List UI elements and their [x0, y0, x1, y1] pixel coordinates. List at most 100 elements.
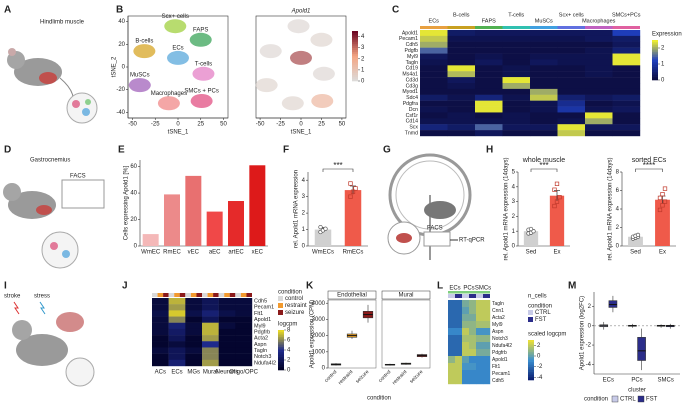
x-axis-label: tSNE_1: [291, 130, 312, 136]
column-label: T-cells: [508, 12, 524, 18]
heatmap-cell: [557, 106, 586, 113]
heatmap-cell: [152, 335, 169, 342]
heatmap-cell: [185, 316, 203, 323]
data-point: [323, 226, 328, 231]
heatmap-cell: [585, 53, 613, 60]
data-point: [557, 195, 562, 200]
heatmap-cell: [476, 307, 484, 315]
data-point: [660, 203, 665, 208]
heatmap-cell: [530, 112, 558, 119]
heatmap-cell: [502, 88, 531, 95]
heatmap-cell: [185, 341, 203, 348]
heatmap-cell: [202, 304, 219, 311]
y-tick-label: -40: [116, 110, 125, 116]
legend-swatch: [528, 317, 533, 322]
cluster: [312, 66, 335, 81]
heatmap-cell: [469, 349, 477, 357]
heatmap-cell: [462, 307, 470, 315]
heatmap-cell: [168, 335, 186, 342]
condition-strip: [157, 293, 164, 297]
heatmap-cell: [585, 88, 613, 95]
y-tick-label: 3000: [312, 317, 326, 323]
condition-strip: [190, 293, 197, 297]
column-label: MuSCs: [535, 18, 553, 24]
heatmap-cell: [476, 300, 484, 308]
x-tick-label: WmEC: [141, 250, 161, 256]
heatmap-cell: [483, 363, 491, 371]
column-strip: [530, 26, 558, 29]
row-label: Tagln: [406, 60, 419, 66]
x-tick-label: -50: [256, 122, 265, 128]
colorbar-step: [352, 78, 358, 82]
heatmap-cell: [612, 30, 641, 37]
heatmap-cell: [462, 335, 470, 343]
y-tick-label: 6: [616, 188, 620, 194]
heatmap-cell: [530, 94, 558, 101]
heatmap-cell: [483, 342, 491, 350]
legend-swatch: [637, 395, 645, 403]
heatmap-cell: [557, 71, 586, 78]
row-label: Cd3g: [406, 83, 419, 89]
colorbar-step: [652, 45, 658, 47]
heatmap-cell: [530, 124, 558, 131]
cluster: [189, 32, 212, 47]
heatmap-cell: [612, 118, 641, 125]
cluster-label: Macrophages: [151, 91, 187, 97]
heatmap-cell: [152, 316, 169, 323]
colorbar-step: [528, 350, 534, 352]
legend-swatch: [528, 310, 533, 315]
x-tick-label: restraint: [337, 369, 354, 386]
colorbar-step: [528, 366, 534, 369]
heatmap-cell: [476, 321, 484, 329]
column-label: Mural: [203, 370, 218, 376]
ncells-strip: [476, 291, 490, 294]
heatmap-cell: [585, 65, 613, 72]
colorbar-step: [528, 375, 534, 377]
heatmap-cell: [185, 353, 203, 361]
heatmap-cell: [502, 124, 531, 131]
panel-label: E: [118, 145, 125, 156]
colorbar-step: [352, 31, 358, 34]
row-label: Cd19: [406, 66, 419, 72]
colorbar-step: [528, 361, 534, 364]
x-tick-label: SMCs: [657, 378, 673, 384]
colorbar-step: [528, 343, 534, 346]
heatmap-cell: [420, 124, 448, 131]
heatmap-cell: [475, 124, 503, 131]
column-strip: [502, 26, 530, 29]
y-tick-label: 3: [512, 199, 516, 205]
colorbar-tick-label: 2: [287, 358, 291, 364]
heatmap-cell: [612, 83, 641, 90]
heatmap-cell: [502, 100, 531, 107]
illustration-label: FACS: [427, 226, 443, 232]
colorbar-step: [352, 72, 358, 76]
heatmap-cell: [420, 130, 448, 137]
condition-strip: [163, 293, 169, 297]
heatmap-cell: [447, 130, 476, 137]
colorbar-step: [652, 65, 658, 67]
heatmap-cell: [475, 47, 503, 54]
heatmap-cell: [447, 112, 476, 119]
data-point: [353, 186, 358, 191]
y-tick-label: 20: [118, 42, 125, 48]
heatmap-cell: [469, 363, 477, 371]
row-label: Cd14: [406, 119, 419, 125]
data-point: [635, 232, 641, 238]
legend-swatch: [611, 395, 619, 403]
heatmap-cell: [502, 77, 531, 84]
cluster: [128, 78, 151, 93]
heatmap-cell: [447, 118, 476, 125]
colorbar-step: [352, 49, 358, 53]
y-axis-label: rel. Apold1 mRNA expression (14days): [608, 157, 614, 260]
heatmap-cell: [612, 71, 641, 78]
legend-label: FST: [646, 397, 658, 403]
x-tick-label: RmEC: [163, 250, 181, 256]
x-tick-label: Ex: [553, 250, 560, 256]
heatmap-cell: [557, 35, 586, 42]
heatmap-cell: [168, 316, 186, 323]
legend-label: CTRL: [620, 397, 636, 403]
colorbar-tick-label: 2: [537, 343, 541, 349]
legend-swatch: [278, 303, 283, 308]
heatmap-cell: [475, 94, 503, 101]
facet-frame: [327, 299, 377, 369]
